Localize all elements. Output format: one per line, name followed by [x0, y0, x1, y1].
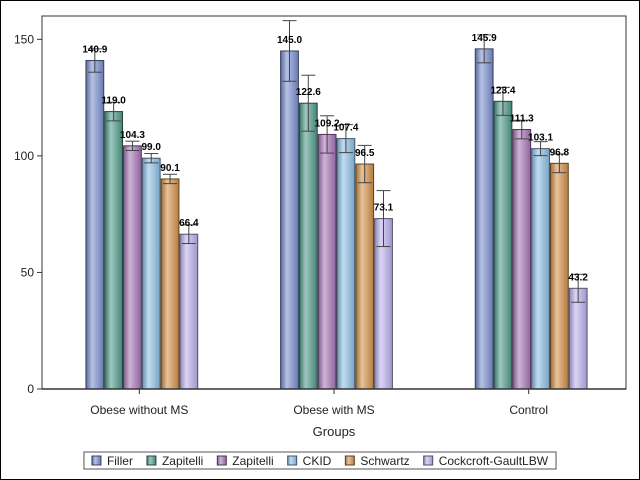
legend-label: CKID — [303, 454, 332, 468]
data-label: 107.4 — [333, 123, 358, 134]
data-label: 96.5 — [355, 148, 375, 159]
data-label: 103.1 — [528, 133, 553, 144]
legend-item: Zapitelli — [146, 454, 203, 468]
bar — [355, 163, 375, 390]
data-label: 90.1 — [160, 163, 180, 174]
legend-label: Zapitelli — [232, 454, 273, 468]
x-axis-title: Groups — [313, 424, 356, 439]
bar — [104, 111, 124, 390]
bar — [85, 60, 105, 390]
bar — [160, 178, 180, 390]
data-label: 109.2 — [315, 118, 340, 129]
data-label: 43.2 — [568, 272, 588, 283]
data-label: 73.1 — [374, 203, 394, 214]
data-label: 140.9 — [82, 45, 107, 56]
y-tick-label: 150 — [14, 32, 34, 46]
bar — [549, 162, 569, 390]
legend-swatch — [91, 455, 102, 466]
y-tick-label: 100 — [14, 149, 34, 163]
data-label: 66.4 — [179, 218, 199, 229]
data-label: 96.8 — [550, 147, 570, 158]
data-label: 145.9 — [472, 33, 497, 44]
bar — [298, 102, 318, 390]
bar — [336, 138, 356, 390]
legend-swatch — [216, 455, 227, 466]
data-label: 145.0 — [277, 35, 302, 46]
data-labels-layer: 140.9 119.0 104.399.0 90.1 66.4 145.0 122.6 109… — [82, 33, 588, 283]
legend-label: Zapitelli — [162, 454, 203, 468]
legend-item: Zapitelli — [216, 454, 274, 468]
bar — [179, 233, 199, 390]
bar — [568, 287, 588, 390]
legend-item: Schwartz — [344, 454, 410, 468]
legend-box — [83, 451, 557, 470]
bar — [474, 48, 494, 390]
x-tick-label: Obese without MS — [90, 403, 188, 417]
bar — [141, 157, 161, 390]
bar — [280, 50, 299, 390]
bar — [317, 133, 337, 390]
x-tick-label: Control — [509, 403, 548, 417]
data-label: 99.0 — [141, 142, 161, 153]
y-tick-label: 50 — [21, 265, 35, 279]
data-label: 122.6 — [296, 87, 321, 98]
data-label: 111.3 — [510, 114, 534, 125]
legend: Filler Zapitelli Zapitelli CKID Schwartz Cock… — [83, 451, 557, 470]
data-label: 104.3 — [120, 130, 145, 141]
bar — [512, 129, 532, 390]
y-tick-label: 0 — [27, 382, 34, 396]
legend-label: Cockcroft-GaultLBW — [439, 454, 549, 468]
data-label: 123.4 — [490, 85, 515, 96]
legend-item: Filler — [91, 454, 133, 468]
error-bars-layer — [87, 20, 586, 303]
legend-swatch — [423, 455, 434, 466]
bar — [493, 100, 513, 390]
x-tick-label: Obese with MS — [293, 403, 374, 417]
legend-item: Cockcroft-GaultLBW — [423, 454, 549, 468]
axes-layer: 0 50 100 150 Obese without MS Obese with MS Co… — [14, 32, 626, 417]
bar — [123, 145, 142, 390]
legend-label: Schwartz — [360, 454, 409, 468]
legend-swatch — [146, 455, 157, 466]
data-label: 119.0 — [101, 96, 126, 107]
legend-item: CKID — [287, 454, 332, 468]
legend-swatch — [344, 455, 355, 466]
bar — [531, 148, 550, 390]
legend-swatch — [287, 455, 298, 466]
bars-layer — [85, 48, 588, 390]
legend-label: Filler — [107, 454, 133, 468]
